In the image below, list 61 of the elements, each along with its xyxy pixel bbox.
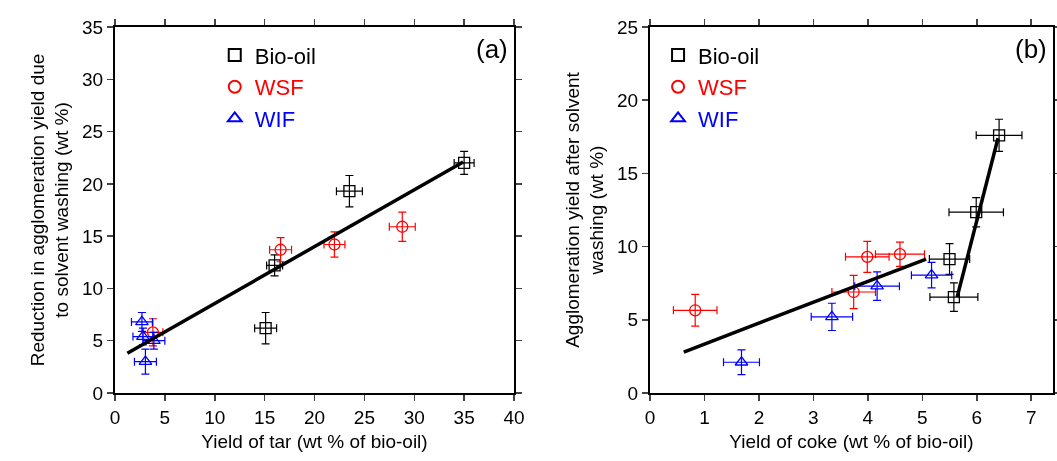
- legend-label: WSF: [698, 75, 747, 101]
- y-axis-title: Agglomeration yield after solvent washing (wt %): [561, 71, 608, 348]
- y-tick-label: 25: [82, 121, 104, 143]
- x-tick-label: 2: [753, 406, 765, 428]
- x-tick-label: 3: [808, 406, 819, 428]
- point: [138, 355, 153, 366]
- y-tick-label: 20: [617, 89, 639, 111]
- x-tick-label: 10: [204, 406, 226, 428]
- y-tick-label: 25: [617, 16, 639, 38]
- point: [824, 310, 839, 321]
- point: [893, 248, 907, 261]
- x-tick-label: 0: [644, 406, 656, 428]
- legend-label: WIF: [698, 106, 739, 132]
- point: [861, 250, 874, 263]
- x-tick-label: 15: [254, 406, 276, 428]
- point: [259, 322, 272, 335]
- annotation: (b): [1015, 34, 1047, 64]
- x-tick-label: 5: [917, 406, 928, 428]
- x-tick-label: 7: [1025, 406, 1037, 428]
- x-tick-label: 5: [159, 406, 171, 428]
- x-tick-label: 0: [109, 406, 121, 428]
- legend-label: Bio-oil: [254, 43, 316, 69]
- annotation: (a): [476, 34, 508, 64]
- legend-label: WIF: [254, 106, 296, 132]
- point: [689, 304, 702, 317]
- point: [328, 238, 341, 251]
- y-tick-label: 15: [617, 163, 639, 185]
- x-tick-label: 4: [862, 406, 874, 428]
- y-tick-label: 0: [627, 382, 639, 404]
- point: [274, 243, 287, 256]
- point: [146, 334, 161, 345]
- x-tick-label: 30: [403, 406, 425, 428]
- point: [343, 185, 356, 198]
- y-tick-label: 30: [82, 68, 104, 90]
- legend-label: WSF: [254, 75, 304, 101]
- point: [943, 252, 956, 266]
- x-tick-label: 35: [453, 406, 475, 428]
- point: [947, 290, 961, 304]
- legend-label: Bio-oil: [698, 43, 760, 69]
- x-axis-title: Yield of tar (wt % of bio-oil): [201, 431, 428, 453]
- x-tick-label: 6: [971, 406, 983, 428]
- point: [457, 156, 471, 170]
- point: [396, 220, 409, 233]
- x-tick-label: 25: [353, 406, 375, 428]
- point: [870, 279, 885, 290]
- x-tick-label: 40: [503, 406, 525, 428]
- y-tick-label: 0: [92, 382, 104, 404]
- y-tick-label: 10: [617, 236, 639, 258]
- x-axis-title: Yield of coke (wt % of bio-oil): [729, 431, 974, 453]
- point: [134, 315, 149, 326]
- x-tick-label: 1: [699, 406, 710, 428]
- x-tick-label: 20: [303, 406, 326, 428]
- y-tick-label: 5: [627, 309, 639, 331]
- point: [970, 206, 983, 219]
- y-tick-label: 35: [82, 16, 104, 38]
- point: [992, 129, 1006, 142]
- y-tick-label: 15: [82, 225, 104, 247]
- y-tick-label: 5: [92, 330, 104, 352]
- y-tick-label: 10: [82, 278, 104, 300]
- y-axis-title: Reduction in agglomeration yield due to solvent washing (wt %): [26, 53, 73, 367]
- y-tick-label: 20: [82, 173, 104, 195]
